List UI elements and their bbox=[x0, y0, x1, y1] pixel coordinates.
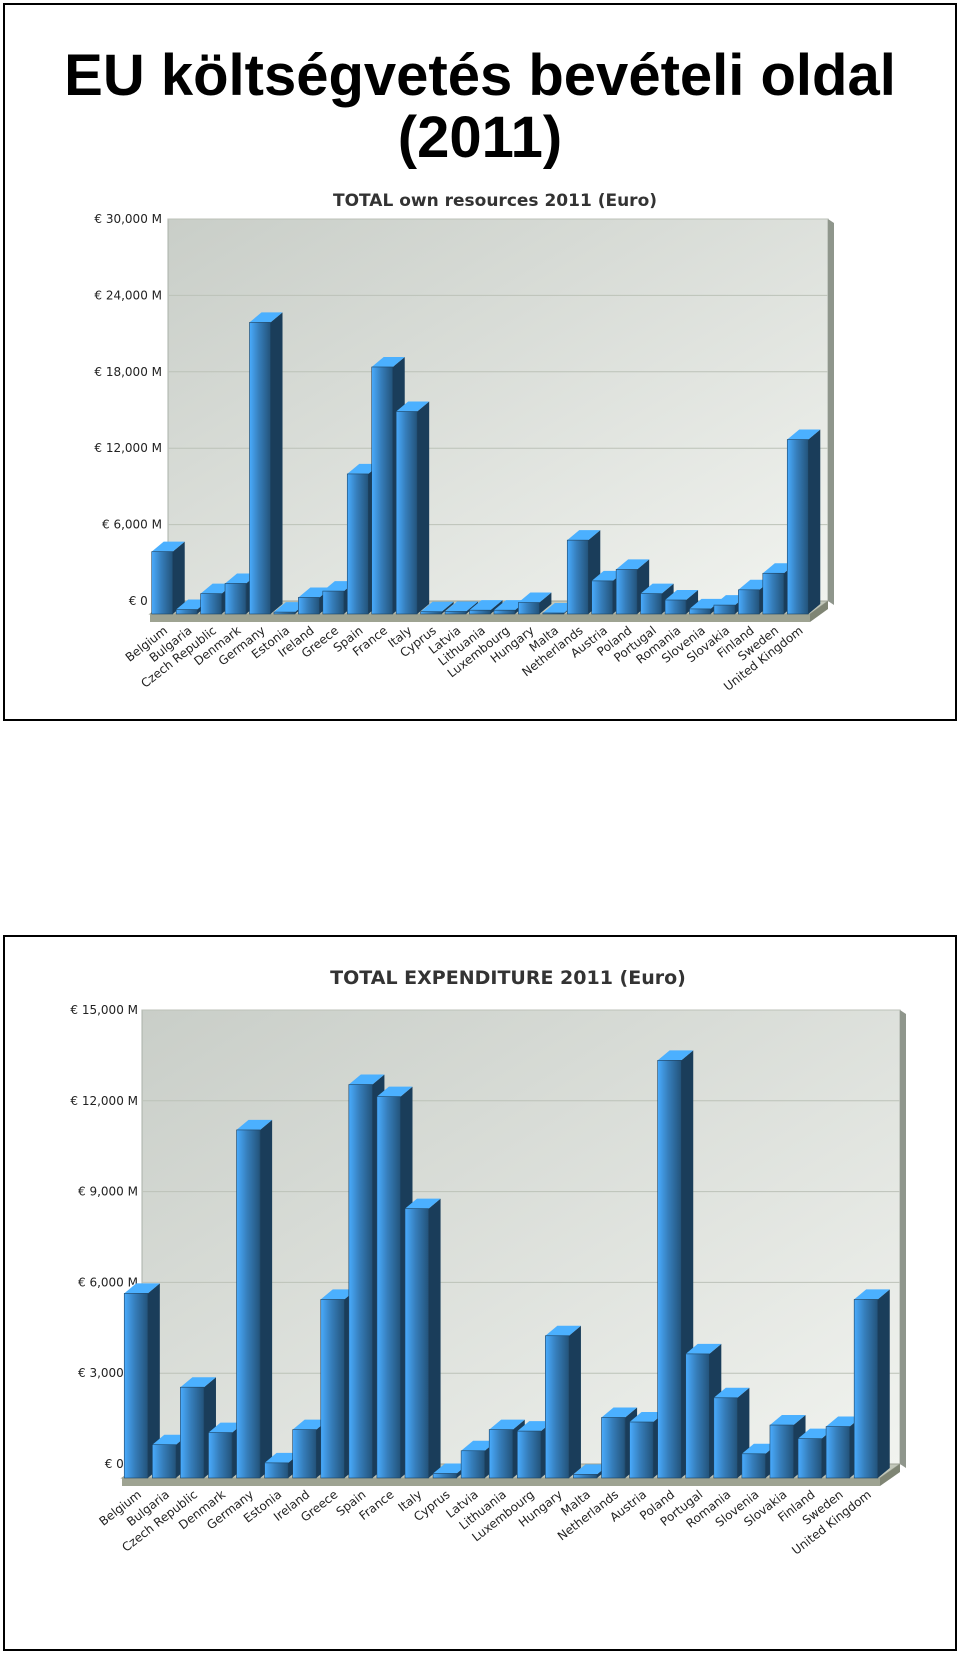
y-tick-label: € 6,000 M bbox=[78, 1275, 138, 1289]
y-tick-label: € 18,000 M bbox=[94, 365, 162, 379]
y-tick-label: € 6,000 M bbox=[102, 518, 162, 532]
y-tick-label: € 3,000 M bbox=[78, 1366, 138, 1380]
bar bbox=[395, 401, 430, 615]
plot-floor-side bbox=[880, 1464, 900, 1486]
bar bbox=[786, 429, 821, 615]
bar bbox=[236, 1119, 273, 1479]
bar bbox=[853, 1289, 890, 1479]
bar bbox=[123, 1283, 160, 1479]
plot-floor-front bbox=[150, 614, 810, 622]
bar bbox=[420, 601, 454, 615]
slide-title: EU költségvetés bevételi oldal (2011) bbox=[64, 43, 896, 170]
y-tick-label: € 24,000 M bbox=[94, 288, 162, 302]
y-tick-label: € 15,000 M bbox=[70, 1003, 138, 1017]
bar bbox=[516, 1421, 553, 1479]
bar bbox=[545, 1325, 581, 1479]
bar bbox=[640, 583, 674, 615]
plot-floor-front bbox=[122, 1478, 880, 1486]
bar bbox=[249, 312, 283, 615]
chart-title: TOTAL own resources 2011 (Euro) bbox=[333, 191, 657, 211]
plot-side-edge bbox=[828, 219, 834, 605]
bar bbox=[151, 541, 185, 615]
bar bbox=[469, 600, 503, 615]
bar bbox=[518, 592, 552, 615]
bar bbox=[664, 589, 699, 615]
y-tick-label: € 12,000 M bbox=[70, 1094, 138, 1108]
bar bbox=[404, 1198, 441, 1479]
bar bbox=[444, 601, 479, 615]
y-tick-label: € 9,000 M bbox=[78, 1185, 138, 1199]
y-tick-label: € 30,000 M bbox=[94, 212, 162, 226]
chart-title: TOTAL EXPENDITURE 2011 (Euro) bbox=[330, 967, 686, 989]
plot-floor-side bbox=[810, 601, 828, 622]
y-tick-label: € 12,000 M bbox=[94, 441, 162, 455]
plot-side-edge bbox=[900, 1010, 906, 1468]
